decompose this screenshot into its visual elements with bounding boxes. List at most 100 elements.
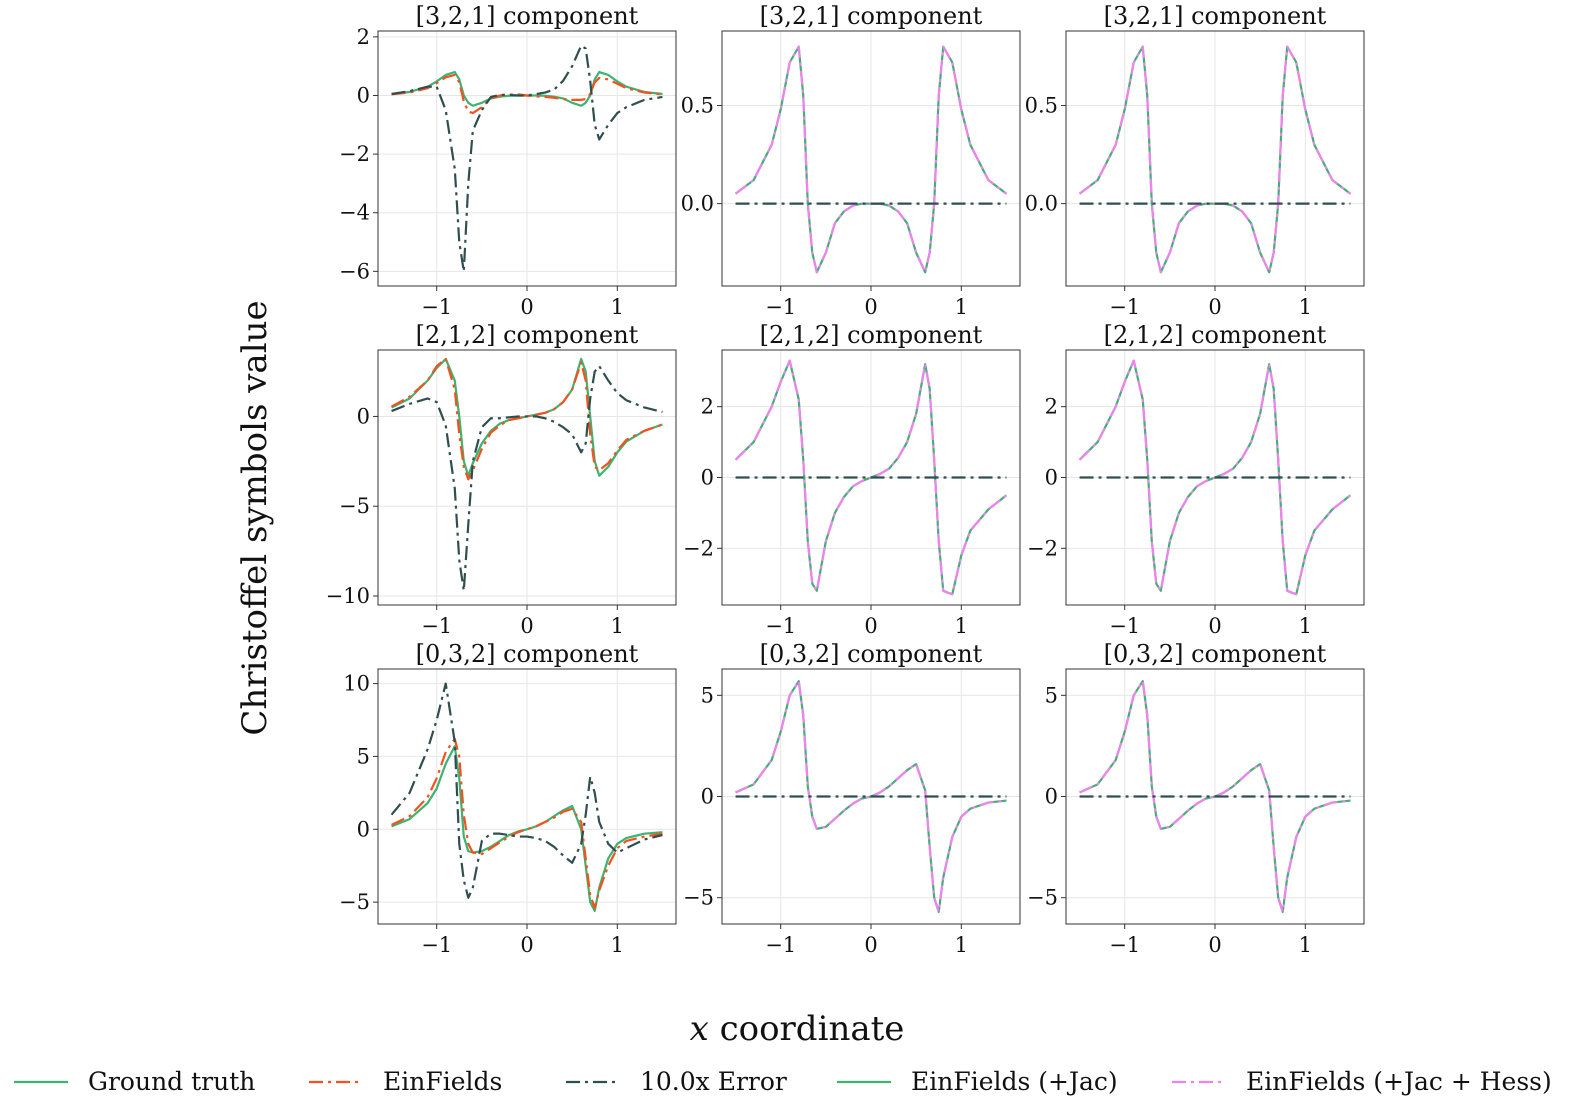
- legend-label: EinFields (+Jac): [911, 1067, 1118, 1096]
- panel-grid: −1 0 120−2−4−6[3,2,1] component−1 0 10.50.0[…: [326, 2, 1365, 957]
- figure-xlabel: x coordinate: [690, 1009, 905, 1049]
- x-tick-label: 1: [611, 933, 624, 957]
- panel-0-0: −1 0 1 2 0 −2 −4 −6 [3,2,1] component: [339, 2, 677, 319]
- panel-series-group: [734, 359, 1008, 596]
- x-tick-label: 0: [1208, 295, 1221, 319]
- series-line-err: [391, 44, 663, 273]
- legend-item-ein: EinFields: [309, 1067, 502, 1096]
- x-tick-label: 0: [864, 295, 877, 319]
- x-tick-label: 1: [611, 295, 624, 319]
- y-tick-label: −2: [683, 536, 714, 560]
- y-tick-label: 5: [1045, 683, 1058, 707]
- y-tick-label: 0.5: [681, 94, 714, 118]
- y-tick-label: 0.0: [1025, 192, 1058, 216]
- y-tick-label: 0.5: [1025, 94, 1058, 118]
- panel-title: [2,1,2] component: [416, 321, 639, 349]
- y-tick-label: −5: [683, 886, 714, 910]
- y-tick-label: 5: [701, 683, 714, 707]
- figure-xlabel-variable: x: [690, 1009, 709, 1049]
- y-tick-label: 5: [357, 744, 370, 768]
- panel-series-group: [1078, 359, 1352, 596]
- panel-1-2: −1 0 1 2 0 −2 [2,1,2] component: [1027, 321, 1365, 638]
- series-line-hess: [735, 680, 1007, 913]
- figure-ylabel: Christoffel symbols value: [235, 300, 275, 735]
- panel-series-group: [391, 357, 663, 592]
- panel-2-1: −1 0 1 5 0 −5 [0,3,2] component: [683, 640, 1021, 957]
- panel-title: [2,1,2] component: [760, 321, 983, 349]
- y-tick-label: 2: [1045, 395, 1058, 419]
- x-tick-label: 1: [1299, 933, 1312, 957]
- y-tick-label: −6: [339, 259, 370, 283]
- panel-2-0: −1 0 1 10 5 0 −5 [0,3,2] component: [339, 640, 677, 957]
- panel-title: [3,2,1] component: [1104, 2, 1327, 30]
- x-tick-label: 1: [1299, 614, 1312, 638]
- legend-label: EinFields: [383, 1067, 502, 1096]
- x-tick-label: 0: [520, 295, 533, 319]
- x-tick-label: 0: [520, 614, 533, 638]
- legend-item-err: 10.0x Error: [566, 1067, 787, 1096]
- x-tick-label: −1: [1109, 614, 1140, 638]
- x-tick-label: −1: [421, 295, 452, 319]
- panel-series-group: [391, 44, 663, 273]
- x-tick-label: 0: [864, 933, 877, 957]
- legend-item-gt: Ground truth: [14, 1067, 255, 1096]
- y-tick-label: −5: [339, 890, 370, 914]
- panel-title: [3,2,1] component: [760, 2, 983, 30]
- panel-series-group: [734, 45, 1008, 274]
- panel-0-1: −1 0 1 0.5 0.0 [3,2,1] component: [681, 2, 1021, 319]
- series-line-err: [391, 365, 663, 592]
- legend: Ground truth EinFields 10.0x Error EinField…: [14, 1067, 1552, 1096]
- y-tick-label: 0.0: [681, 192, 714, 216]
- panel-title: [2,1,2] component: [1104, 321, 1327, 349]
- y-tick-label: 0: [357, 404, 370, 428]
- y-tick-label: 10: [343, 672, 370, 696]
- panel-1-1: −1 0 1 2 0 −2 [2,1,2] component: [683, 321, 1021, 638]
- x-tick-label: 1: [955, 295, 968, 319]
- panel-series-group: [390, 682, 663, 912]
- y-tick-label: −2: [1027, 536, 1058, 560]
- series-line-err: [390, 682, 663, 899]
- y-tick-label: 0: [701, 466, 714, 490]
- y-tick-label: 0: [701, 785, 714, 809]
- y-tick-label: 0: [357, 83, 370, 107]
- y-tick-label: 0: [357, 817, 370, 841]
- panel-title: [0,3,2] component: [760, 640, 983, 668]
- y-tick-label: −4: [339, 201, 370, 225]
- panel-0-2: −1 0 1 0.5 0.0 [3,2,1] component: [1025, 2, 1365, 319]
- x-tick-label: −1: [421, 614, 452, 638]
- panel-series-group: [1079, 680, 1351, 913]
- panel-series-group: [735, 680, 1007, 913]
- legend-label: EinFields (+Jac + Hess): [1246, 1067, 1552, 1096]
- x-tick-label: 1: [955, 614, 968, 638]
- panel-title: [0,3,2] component: [416, 640, 639, 668]
- y-tick-label: 2: [701, 395, 714, 419]
- panel-series-group: [1078, 45, 1352, 274]
- figure-xlabel-text: coordinate: [709, 1009, 905, 1049]
- y-tick-label: −2: [339, 142, 370, 166]
- x-tick-label: −1: [1109, 295, 1140, 319]
- legend-label: 10.0x Error: [640, 1067, 787, 1096]
- y-tick-label: −5: [339, 494, 370, 518]
- y-tick-label: −5: [1027, 886, 1058, 910]
- series-line-ein: [391, 73, 663, 115]
- legend-label: Ground truth: [88, 1067, 255, 1096]
- x-tick-label: −1: [765, 933, 796, 957]
- panel-title: [0,3,2] component: [1104, 640, 1327, 668]
- x-tick-label: −1: [765, 295, 796, 319]
- panel-title: [3,2,1] component: [416, 2, 639, 30]
- legend-item-jac: EinFields (+Jac): [837, 1067, 1118, 1096]
- x-tick-label: 1: [955, 933, 968, 957]
- y-tick-label: −10: [326, 584, 370, 608]
- panel-1-0: −1 0 10−5−10[2,1,2] component: [326, 321, 677, 638]
- x-tick-label: −1: [1109, 933, 1140, 957]
- x-tick-label: −1: [421, 933, 452, 957]
- legend-item-hess: EinFields (+Jac + Hess): [1172, 1067, 1552, 1096]
- x-tick-label: 0: [1208, 614, 1221, 638]
- x-tick-label: 1: [1299, 295, 1312, 319]
- y-tick-label: 2: [357, 25, 370, 49]
- series-line-hess: [1079, 680, 1351, 913]
- x-tick-label: 0: [864, 614, 877, 638]
- x-tick-label: 0: [520, 933, 533, 957]
- x-tick-label: 1: [611, 614, 624, 638]
- x-tick-label: 0: [1208, 933, 1221, 957]
